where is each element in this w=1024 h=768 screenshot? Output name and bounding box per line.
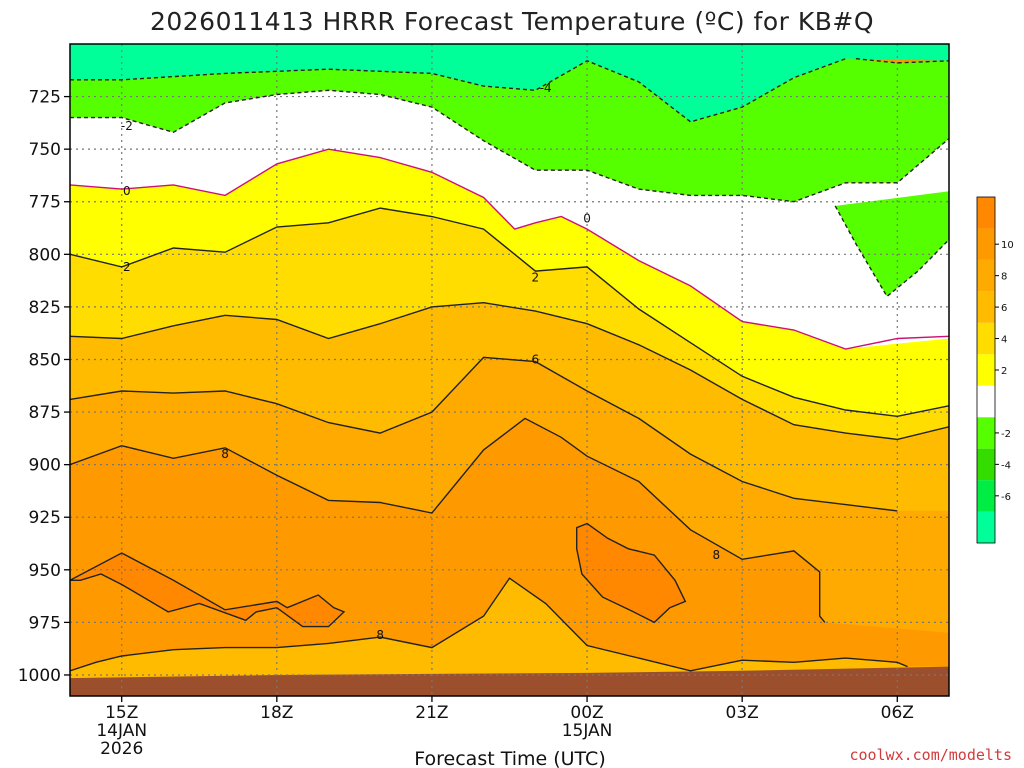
- colorbar-swatch: [977, 259, 995, 292]
- credit-text[interactable]: coolwx.com/modelts: [849, 746, 1012, 764]
- colorbar-label: 8: [1001, 272, 1007, 283]
- y-tick-label: 925: [29, 508, 61, 528]
- plot-content: -4 -2 0 0 2 2 6 8 8 8: [70, 44, 949, 696]
- colorbar-swatch: [977, 385, 995, 418]
- y-tick-label: 800: [29, 245, 61, 265]
- band-6-8: [70, 357, 949, 633]
- contour-line: [70, 207, 949, 418]
- colorbar-swatch: [977, 228, 995, 260]
- ground-surface: [70, 666, 949, 696]
- x-tick-label: 18Z: [260, 703, 293, 723]
- colorbar-label: -2: [1001, 429, 1011, 440]
- x-tick-label: 06Z: [881, 703, 914, 723]
- y-tick-label: 950: [29, 561, 61, 581]
- colorbar: -6 -4 -2 2 4 6 8 10: [976, 196, 1014, 544]
- colorbar-swatch: [977, 322, 995, 355]
- contour-label: 0: [123, 184, 131, 198]
- x-tick-sublabel: 15JAN: [562, 721, 613, 741]
- x-tick-sublabel: 2026: [100, 739, 143, 759]
- y-tick-label: 775: [29, 193, 61, 213]
- colorbar-label: 2: [1001, 366, 1007, 377]
- colorbar-label: -6: [1001, 492, 1011, 503]
- contour-label: 0: [583, 212, 591, 226]
- contour-label: 6: [532, 352, 540, 366]
- colorbar-label: 10: [1001, 240, 1014, 251]
- contour-line: [70, 356, 898, 512]
- contour-line: [70, 301, 949, 441]
- plot-area: -4 -2 0 0 2 2 6 8 8 8 725 750 775 800 825 850 875 900 925 9…: [18, 43, 950, 759]
- contour-label: -2: [121, 119, 133, 133]
- plot-frame: [69, 43, 950, 697]
- colorbar-swatch: [977, 511, 995, 543]
- colorbar-label: 6: [1001, 303, 1007, 314]
- band-cold-top: [70, 44, 949, 122]
- y-tick-label: 875: [29, 403, 61, 423]
- colorbar-label: -4: [1001, 460, 1011, 471]
- contour-label: -4: [540, 81, 552, 95]
- colorbar-swatch: [977, 448, 995, 481]
- contour-label: 2: [123, 260, 131, 274]
- chart-title: 2026011413 HRRR Forecast Temperature (ºC…: [150, 7, 874, 36]
- x-tick-label: 00Z: [570, 703, 603, 723]
- contour-label: 8: [713, 548, 721, 562]
- x-tick-label: 03Z: [726, 703, 759, 723]
- band-late-white: [835, 205, 949, 349]
- contour-label: 8: [376, 628, 384, 642]
- band-2-4: [70, 208, 949, 440]
- contour-line: [70, 552, 346, 628]
- band-minus4-minus2: [70, 58, 949, 202]
- y-axis: 725 750 775 800 825 850 875 900 925 950 975 1000: [18, 88, 70, 686]
- colorbar-swatch: [977, 354, 995, 386]
- band-0-2: [70, 149, 949, 417]
- x-tick-label: 21Z: [415, 703, 448, 723]
- band-near-surface: [70, 578, 949, 696]
- y-tick-label: 900: [29, 456, 61, 476]
- contour-label: 2: [532, 270, 540, 284]
- colorbar-swatch: [977, 291, 995, 323]
- x-tick-sublabel: 14JAN: [96, 721, 147, 741]
- colorbar-swatch: [977, 480, 995, 512]
- x-axis-label: Forecast Time (UTC): [414, 748, 605, 768]
- contour-line: [70, 58, 846, 123]
- contour-line: [70, 577, 908, 672]
- contour-line: [70, 417, 826, 623]
- y-tick-label: 725: [29, 88, 61, 108]
- band-late-cold: [835, 191, 949, 297]
- colorbar-swatch: [977, 417, 995, 449]
- x-tick-label: 15Z: [105, 703, 138, 723]
- colorbar-label: 4: [1001, 335, 1007, 346]
- contour-line: [576, 522, 687, 624]
- band-minus2-0: [70, 90, 949, 350]
- y-tick-label: 750: [29, 140, 61, 160]
- y-tick-label: 850: [29, 350, 61, 370]
- contour-line: [70, 148, 949, 350]
- contour-label: 8: [221, 447, 229, 461]
- contour-line: [70, 89, 949, 203]
- warm-pocket-1: [70, 553, 344, 627]
- contour-line: [834, 205, 949, 298]
- colorbar-swatch: [977, 197, 995, 229]
- y-tick-label: 975: [29, 613, 61, 633]
- band-4-6: [70, 302, 949, 511]
- y-tick-label: 825: [29, 298, 61, 318]
- y-tick-label: 1000: [18, 666, 61, 686]
